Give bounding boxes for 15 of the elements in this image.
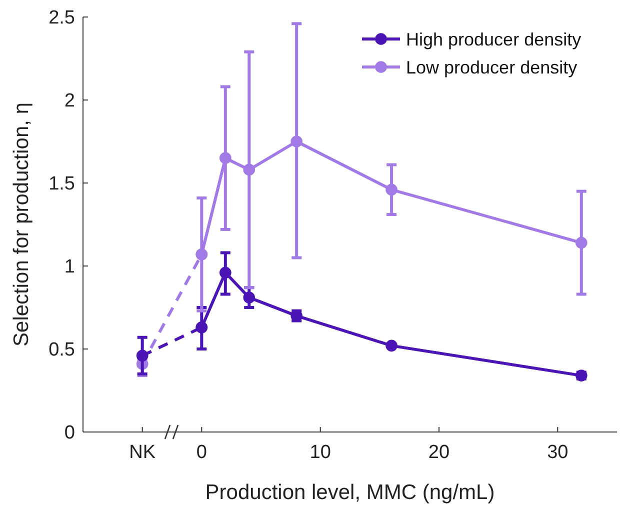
legend-label: Low producer density — [406, 57, 578, 78]
y-tick-label: 1.5 — [48, 174, 75, 195]
x-tick-label: NK — [129, 442, 156, 463]
x-tick-label: 30 — [547, 442, 568, 463]
x-tick-label: 0 — [196, 442, 207, 463]
y-tick-label: 0 — [64, 422, 75, 444]
y-tick-label: 2 — [64, 90, 75, 112]
y-tick-label: 2.5 — [48, 8, 75, 29]
y-tick-label: 1 — [64, 256, 75, 278]
legend-label: High producer density — [406, 29, 582, 50]
y-tick-label: 0.5 — [48, 340, 75, 361]
x-tick-label: 20 — [428, 442, 450, 463]
x-axis-title: Production level, MMC (ng/mL) — [205, 481, 495, 504]
x-tick-label: 10 — [310, 442, 331, 463]
y-axis-title: Selection for production, η — [10, 102, 33, 346]
